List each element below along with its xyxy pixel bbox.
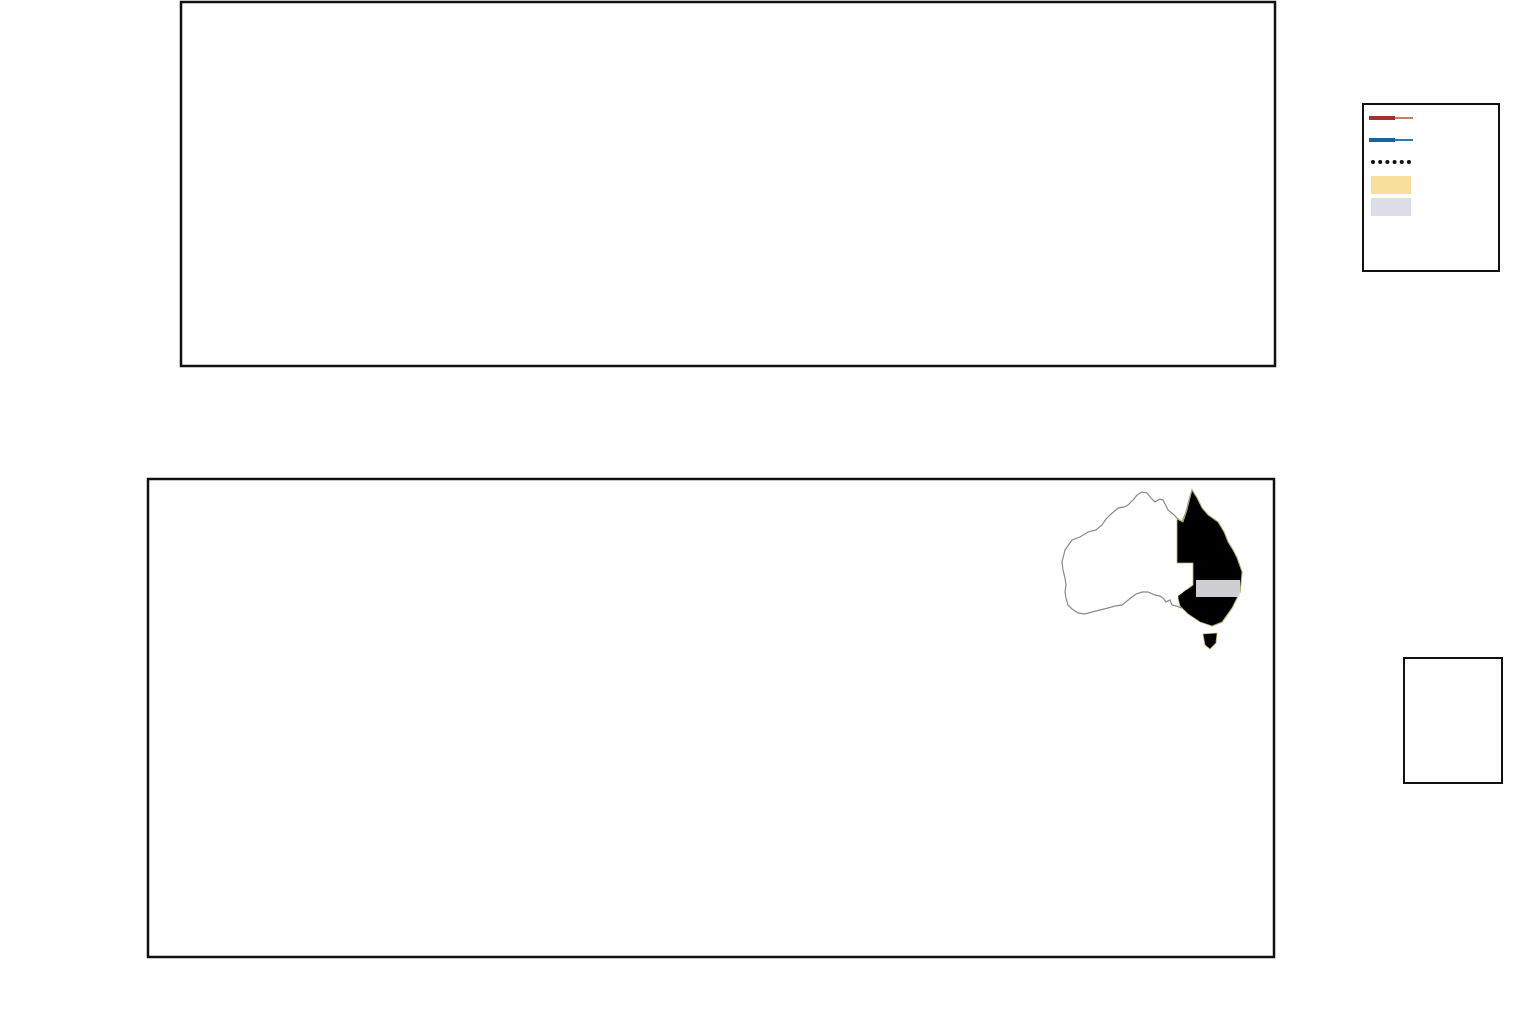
legend-item-el-nino [1409, 710, 1501, 734]
legend-item-la-nina [1409, 662, 1501, 686]
legend-item-positive-phase [1368, 173, 1498, 195]
positive-swatch-icon [1368, 173, 1414, 195]
legend-item-tea [1368, 151, 1498, 173]
legend-correlation [1362, 103, 1500, 272]
iod-swatch-icon [1409, 761, 1426, 779]
legend-item-t [1368, 107, 1498, 129]
rainfall-line-icon [1368, 129, 1414, 151]
el-nino-swatch-icon [1409, 713, 1426, 731]
legend-item-sid [1409, 686, 1501, 710]
sid-swatch-icon [1409, 689, 1426, 707]
sam-swatch-icon [1409, 737, 1426, 755]
legend-climate-modes [1403, 657, 1503, 784]
australia-map-inset [1061, 488, 1243, 650]
tasmania [1202, 632, 1218, 650]
legend-item-negative-phase [1368, 195, 1498, 217]
correlation-chart [179, 0, 1277, 368]
dotted-line-icon [1368, 151, 1414, 173]
map-label-background [1196, 580, 1240, 597]
top-plot-frame [179, 0, 1277, 368]
legend-item-rainfall [1368, 129, 1498, 151]
t-line-icon [1368, 107, 1414, 129]
la-nina-swatch-icon [1409, 665, 1426, 683]
negative-swatch-icon [1368, 195, 1414, 217]
bottom-plot-frame [146, 477, 1276, 959]
legend-item-iod [1409, 758, 1501, 782]
legend-item-sam [1409, 734, 1501, 758]
climate-modes-chart [146, 477, 1276, 959]
